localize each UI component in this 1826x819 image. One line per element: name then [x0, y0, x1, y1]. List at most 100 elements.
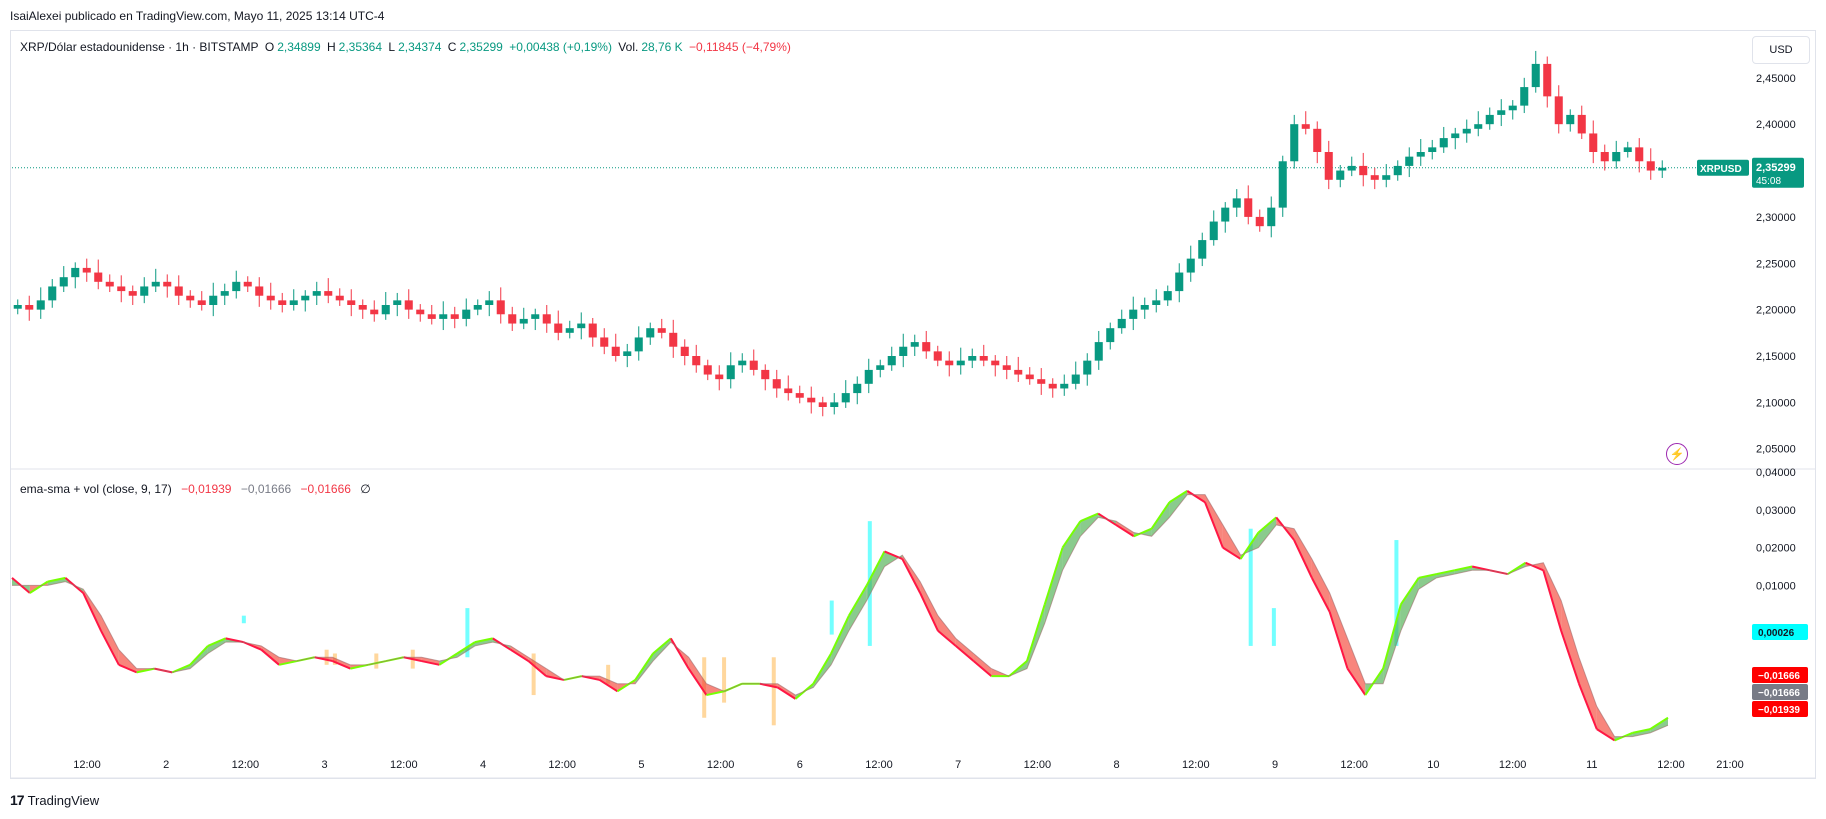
- candle-body: [680, 346, 689, 356]
- ema-line-segment: [171, 663, 191, 674]
- candle-body: [818, 402, 827, 407]
- candle-body: [1301, 124, 1310, 129]
- candle-body: [13, 305, 22, 309]
- time-axis-tick: 12:00: [73, 759, 101, 771]
- candle-body: [669, 332, 678, 347]
- candle-body: [1497, 110, 1506, 115]
- candle-body: [508, 314, 517, 324]
- candle-body: [1048, 383, 1057, 389]
- candle-body: [370, 309, 379, 315]
- ema-sma-fill-segment: [1151, 502, 1170, 537]
- volume-signal-bar: [241, 615, 246, 624]
- ema-line-segment: [1364, 668, 1384, 696]
- ema-line-segment: [1507, 561, 1527, 575]
- candle-body: [1474, 124, 1483, 129]
- ema-line-segment: [972, 660, 993, 677]
- candle-body: [956, 360, 965, 366]
- ema-line-segment: [865, 550, 886, 586]
- candle-body: [128, 291, 137, 296]
- candle-body: [1071, 374, 1080, 384]
- candle-body: [1646, 161, 1655, 171]
- ema-sma-fill-segment: [920, 581, 938, 631]
- candle-body: [1290, 124, 1299, 162]
- volume-signal-bar: [606, 664, 611, 684]
- ema-line-segment: [1578, 683, 1598, 730]
- time-axis-tick: 5: [638, 759, 644, 771]
- candle-body: [381, 305, 390, 315]
- candle-body: [1163, 291, 1172, 301]
- ema-sma-fill-segment: [1062, 521, 1081, 571]
- candle-body: [749, 360, 758, 370]
- time-axis-tick: 6: [797, 759, 803, 771]
- ema-line-segment: [1186, 490, 1206, 504]
- candle-body: [140, 286, 149, 296]
- symbol-price-tag[interactable]: [1697, 159, 1749, 176]
- candle-body: [393, 300, 402, 305]
- indicator-axis-tick: 0,02000: [1756, 543, 1796, 555]
- candle-body: [1060, 383, 1069, 389]
- candle-body: [611, 346, 620, 356]
- candle-body: [473, 305, 482, 310]
- indicator-axis-tick: 0,04000: [1756, 467, 1796, 479]
- candle-body: [59, 277, 68, 287]
- ema-line-segment: [1418, 573, 1437, 579]
- candle-body: [1083, 360, 1092, 375]
- price-axis-tick: 2,20000: [1756, 305, 1796, 317]
- open-value: 2,34899: [277, 40, 321, 54]
- close-value: 2,35299: [459, 40, 503, 54]
- candle-body: [772, 379, 781, 389]
- volume-signal-bar: [771, 657, 776, 726]
- candle-body: [1635, 147, 1644, 162]
- ema-line-segment: [1382, 604, 1402, 669]
- candle-body: [243, 281, 252, 287]
- candle-body: [232, 281, 241, 292]
- indicator-value-1: −0,01939: [181, 482, 232, 496]
- candle-body: [623, 351, 632, 356]
- ema-sma-fill-segment: [101, 615, 119, 665]
- indicator-name[interactable]: ema-sma + vol (close, 9, 17): [20, 482, 172, 496]
- candle-body: [600, 337, 609, 347]
- candle-body: [1566, 114, 1575, 125]
- candle-body: [968, 356, 977, 361]
- candle-body: [71, 267, 80, 278]
- ema-line-segment: [332, 660, 351, 670]
- ema-line-segment: [1204, 501, 1224, 548]
- lightning-icon[interactable]: ⚡: [1666, 443, 1688, 465]
- ema-line-segment: [599, 679, 618, 693]
- symbol-name[interactable]: XRP/Dólar estadounidense · 1h · BITSTAMP: [20, 40, 259, 54]
- currency-button[interactable]: USD: [1752, 36, 1810, 64]
- ema-line-segment: [652, 637, 672, 655]
- candle-body: [1175, 272, 1184, 292]
- ema-sma-fill-segment: [1561, 600, 1579, 684]
- ema-line-segment: [706, 690, 725, 697]
- volume-signal-bar: [1271, 608, 1276, 646]
- ema-line-segment: [1649, 716, 1669, 730]
- ema-sma-fill-segment: [1294, 528, 1312, 578]
- close-label: C: [447, 40, 457, 54]
- candle-body: [1198, 240, 1207, 259]
- candle-body: [1382, 175, 1391, 180]
- candle-body: [1244, 198, 1253, 217]
- volume-value: 28,76 K: [641, 40, 683, 54]
- candle-body: [887, 356, 896, 366]
- candle-body: [634, 337, 643, 352]
- time-axis-tick: 12:00: [1340, 759, 1368, 771]
- candle-body: [1520, 87, 1529, 106]
- time-axis-tick: 12:00: [548, 759, 576, 771]
- candle-body: [830, 402, 839, 407]
- ema-sma-fill-segment: [688, 657, 707, 696]
- candle-body: [1589, 133, 1598, 152]
- indicator-value-tag: [1752, 624, 1808, 640]
- ema-sma-fill-segment: [1044, 547, 1063, 624]
- candle-body: [301, 295, 310, 301]
- candle-body: [1278, 161, 1287, 208]
- ema-line-segment: [616, 679, 636, 693]
- ema-line-segment: [1542, 570, 1563, 632]
- ema-line-segment: [1257, 516, 1277, 534]
- ema-line-segment: [901, 558, 922, 594]
- candle-body: [979, 356, 988, 361]
- tradingview-footer[interactable]: 17 TradingView: [10, 792, 99, 808]
- time-axis-tick: 3: [322, 759, 328, 771]
- candle-body: [1543, 63, 1552, 97]
